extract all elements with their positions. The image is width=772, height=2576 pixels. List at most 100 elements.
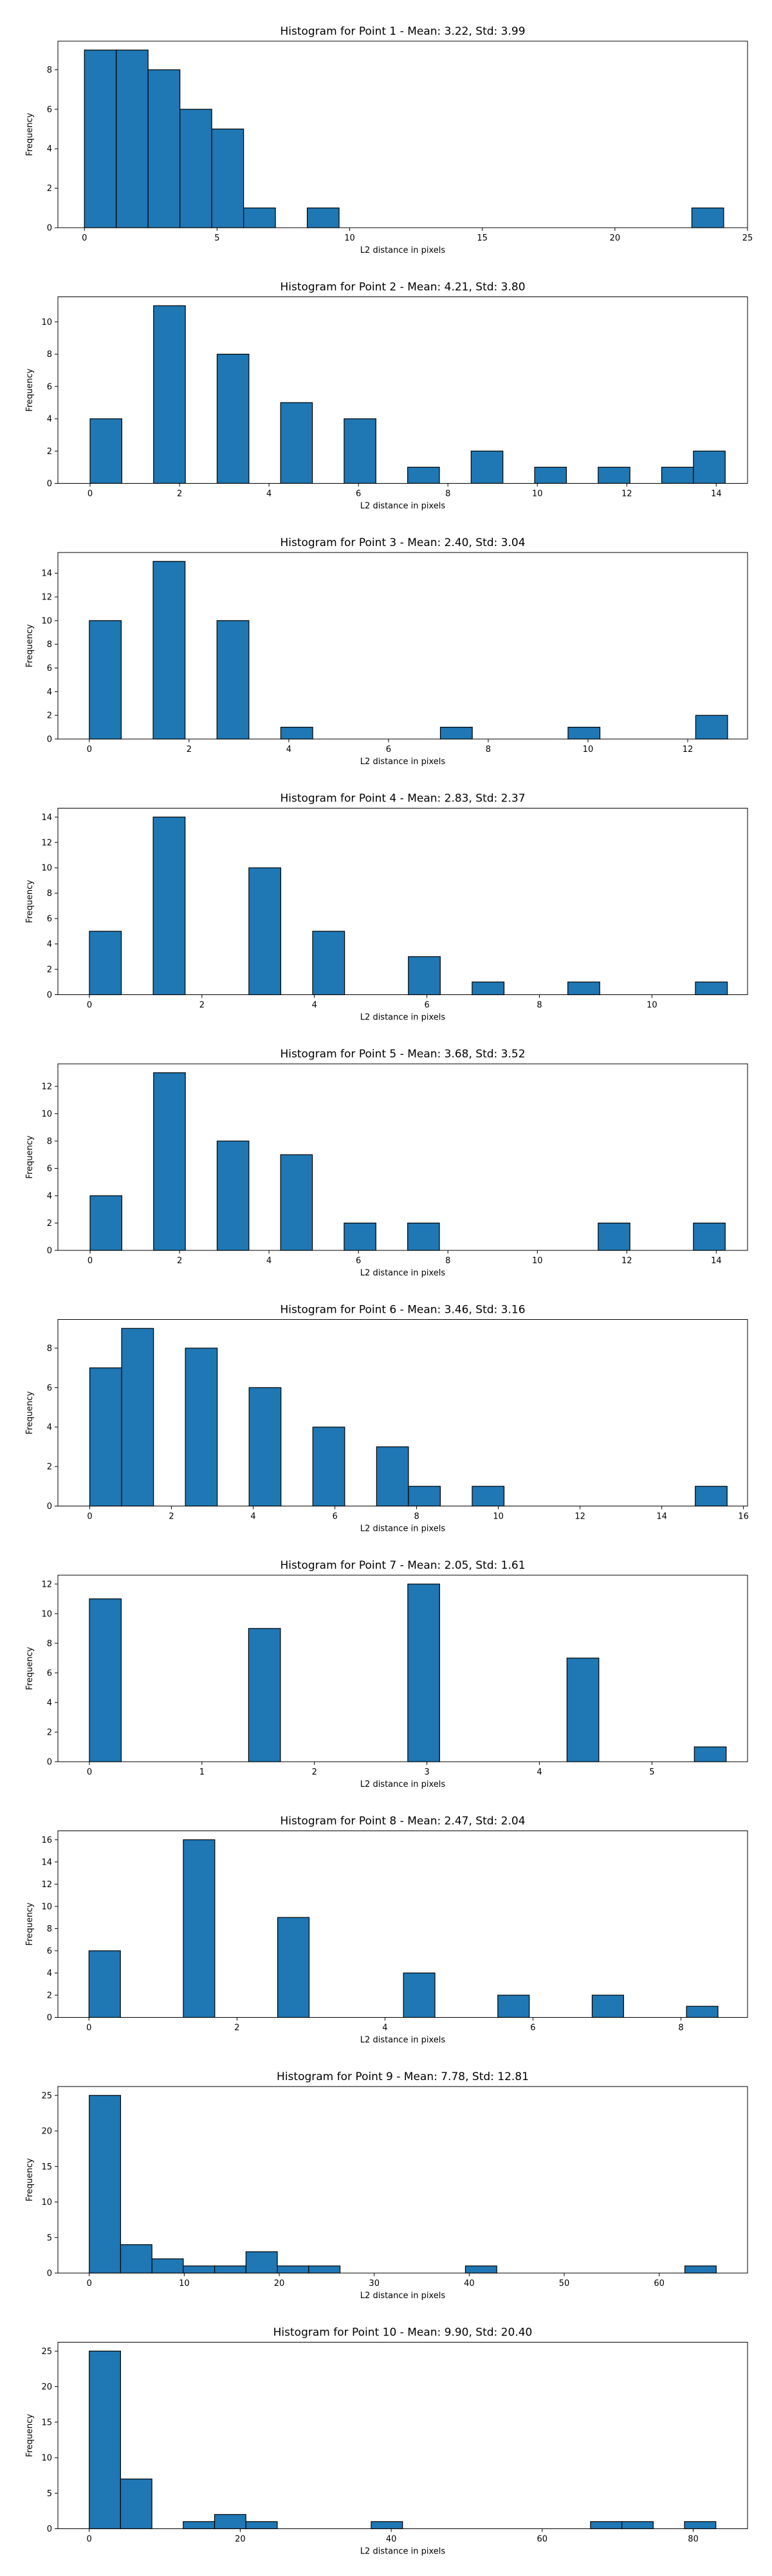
y-tick-label: 2 [47, 1463, 52, 1472]
y-tick-label: 10 [41, 1902, 52, 1912]
x-axis-label: L2 distance in pixels [360, 1268, 446, 1278]
histogram-bar [211, 128, 244, 228]
plot-frame [57, 1319, 748, 1506]
y-tick-label: 6 [47, 1384, 52, 1393]
x-tick-label: 0 [87, 2535, 92, 2544]
y-axis-label: Frequency [25, 113, 35, 156]
histogram-bar [407, 466, 440, 484]
histogram-bar [216, 354, 250, 484]
histogram-bar [376, 1446, 409, 1507]
histogram-bar [306, 207, 340, 228]
y-tick-label: 2 [47, 711, 52, 721]
y-tick-label: 0 [47, 735, 52, 745]
x-tick-label: 4 [286, 745, 291, 754]
histogram-bar [534, 466, 567, 484]
y-tick-label: 6 [47, 1668, 52, 1678]
histogram-bar [89, 620, 122, 740]
y-tick-label: 10 [41, 2454, 52, 2463]
y-tick-label: 0 [47, 2269, 52, 2279]
x-tick-label: 12 [574, 1512, 585, 1522]
x-tick-label: 0 [86, 2023, 91, 2033]
y-tick-label: 10 [41, 1110, 52, 1119]
histogram-bar [472, 1486, 505, 1507]
y-tick-label: 4 [47, 1969, 52, 1978]
x-tick-label: 2 [312, 1768, 317, 1777]
y-tick-label: 2 [47, 184, 52, 194]
x-tick-label: 0 [82, 233, 87, 243]
histogram-bar [153, 1072, 186, 1251]
plot-frame [57, 808, 748, 995]
x-tick-label: 40 [464, 2279, 475, 2288]
x-tick-label: 50 [559, 2279, 570, 2288]
histogram-bar [89, 931, 122, 996]
histogram-bar [695, 715, 728, 740]
x-tick-label: 8 [537, 1001, 542, 1010]
x-tick-label: 10 [179, 2279, 190, 2288]
x-tick-label: 6 [424, 1001, 429, 1010]
x-tick-label: 10 [493, 1512, 504, 1522]
histogram-panel: Histogram for Point 7 - Mean: 2.05, Std:… [25, 1559, 748, 1789]
y-tick-label: 0 [47, 991, 52, 1000]
y-tick-label: 6 [47, 1946, 52, 1956]
x-axis-label: L2 distance in pixels [360, 2036, 446, 2045]
y-tick-label: 8 [47, 1924, 52, 1934]
y-tick-label: 10 [41, 864, 52, 873]
y-tick-label: 14 [41, 813, 52, 823]
y-tick-label: 8 [47, 350, 52, 360]
x-tick-label: 4 [312, 1001, 317, 1010]
histogram-bar [214, 2514, 246, 2530]
x-tick-label: 60 [654, 2279, 665, 2288]
y-tick-label: 12 [41, 593, 52, 603]
plot-frame [57, 1063, 748, 1251]
histogram-bar [407, 1584, 440, 1762]
y-axis-label: Frequency [25, 1903, 35, 1946]
x-tick-label: 6 [356, 1256, 361, 1266]
histogram-bar [591, 1995, 624, 2018]
plot-frame [57, 2342, 748, 2529]
histogram-bar [567, 726, 601, 740]
x-tick-label: 8 [678, 2023, 683, 2033]
x-tick-label: 10 [583, 745, 594, 754]
y-axis-label: Frequency [25, 369, 35, 412]
x-tick-label: 30 [369, 2279, 380, 2288]
x-tick-label: 12 [683, 745, 694, 754]
x-tick-label: 2 [199, 1001, 205, 1010]
y-tick-label: 25 [41, 2347, 52, 2357]
histogram-bar [407, 1222, 440, 1251]
y-tick-label: 12 [41, 1580, 52, 1589]
histogram-bar [245, 2251, 278, 2274]
y-tick-label: 0 [47, 2013, 52, 2023]
y-tick-label: 6 [47, 382, 52, 392]
y-axis-label: Frequency [25, 2158, 35, 2201]
x-tick-label: 2 [177, 489, 182, 499]
histogram-bar [312, 931, 345, 996]
histogram-panel: Histogram for Point 10 - Mean: 9.90, Std… [25, 2326, 748, 2557]
histogram-bar [214, 2265, 246, 2274]
histogram-bar [183, 2521, 216, 2530]
y-axis-label: Frequency [25, 1647, 35, 1690]
y-tick-label: 0 [47, 224, 52, 233]
y-tick-label: 8 [47, 1137, 52, 1147]
y-tick-label: 14 [41, 1858, 52, 1867]
y-axis-label: Frequency [25, 624, 35, 667]
x-tick-label: 6 [356, 489, 361, 499]
histogram-bar [280, 726, 313, 740]
chart-title: Histogram for Point 3 - Mean: 2.40, Std:… [280, 536, 525, 549]
x-tick-label: 0 [87, 1001, 92, 1010]
x-tick-label: 2 [234, 2023, 239, 2033]
histogram-bar [567, 982, 600, 996]
x-tick-label: 10 [344, 233, 355, 243]
x-tick-label: 8 [486, 745, 491, 754]
chart-title: Histogram for Point 7 - Mean: 2.05, Std:… [280, 1559, 525, 1572]
y-tick-label: 5 [47, 2233, 52, 2243]
histogram-bar [403, 1972, 436, 2018]
histogram-bar [693, 450, 726, 484]
chart-title: Histogram for Point 8 - Mean: 2.47, Std:… [280, 1815, 525, 1828]
histogram-bar [695, 982, 728, 996]
y-axis-label: Frequency [25, 880, 35, 923]
chart-title: Histogram for Point 4 - Mean: 2.83, Std:… [280, 792, 525, 805]
y-tick-label: 25 [41, 2091, 52, 2101]
histogram-bar [89, 1367, 122, 1507]
x-tick-label: 5 [649, 1768, 654, 1777]
